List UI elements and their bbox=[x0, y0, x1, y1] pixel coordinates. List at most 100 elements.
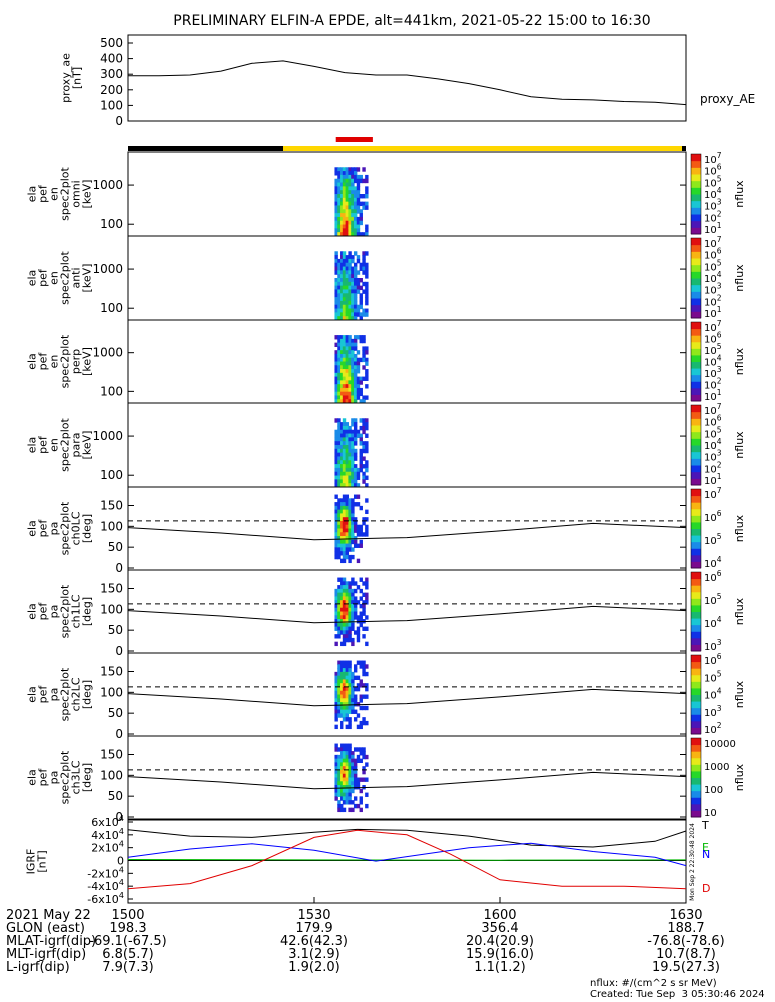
spectrogram-cell bbox=[334, 391, 338, 397]
spectrogram-cell bbox=[342, 209, 347, 214]
spectrogram-cell bbox=[362, 717, 366, 722]
spectrogram-cell bbox=[337, 554, 341, 560]
footer-cell: 6.8(5.7) bbox=[102, 947, 154, 962]
spectrogram-cell bbox=[334, 505, 338, 511]
spectrogram-cell bbox=[334, 554, 338, 560]
spectrogram-cell bbox=[337, 622, 341, 628]
spectrogram-cell bbox=[342, 479, 347, 484]
colorbar-tick-label: 106 bbox=[704, 652, 722, 667]
spectrogram-cell bbox=[337, 536, 341, 541]
spectrogram-cell bbox=[342, 281, 347, 287]
spectrogram-cell bbox=[356, 387, 361, 393]
colorbar-segment bbox=[691, 744, 701, 752]
spectrogram-cell bbox=[337, 596, 341, 601]
spectrogram-cell bbox=[345, 664, 350, 669]
colorbar-frame bbox=[690, 571, 702, 652]
spectrogram-cell bbox=[342, 194, 347, 199]
spectrogram-cell bbox=[342, 785, 347, 790]
colorbar-tick-label: 107 bbox=[704, 486, 722, 501]
spectrogram-cell bbox=[342, 220, 347, 226]
spectrogram-cell bbox=[342, 452, 347, 458]
y-tick-label: 100 bbox=[100, 602, 123, 616]
spectrogram-cell bbox=[359, 178, 363, 184]
spectrogram-cell bbox=[340, 668, 344, 673]
colorbar-segment bbox=[691, 284, 701, 292]
spectrogram-cell bbox=[353, 456, 358, 461]
spectrogram-cell bbox=[359, 456, 363, 461]
y-axis-label: proxy_ae[nT] bbox=[60, 53, 84, 103]
spectrogram-cell bbox=[342, 679, 347, 684]
spectrogram-cell bbox=[353, 502, 358, 507]
spectrogram-cell bbox=[365, 418, 369, 423]
spectrogram-cell bbox=[334, 603, 338, 609]
spectrogram-cell bbox=[345, 785, 350, 790]
spectrogram-cell bbox=[340, 751, 344, 756]
spectrogram-cell bbox=[351, 588, 355, 594]
colorbar-segment bbox=[691, 738, 701, 746]
colorbar-tick-label: 104 bbox=[704, 687, 722, 702]
spectrogram-cell bbox=[345, 372, 350, 378]
spectrogram-cell bbox=[337, 285, 341, 291]
spectrogram-cell bbox=[356, 429, 361, 435]
spectrogram-cell bbox=[362, 626, 366, 631]
spectrogram-cell bbox=[340, 796, 344, 801]
colorbar-tick-label: 102 bbox=[704, 209, 722, 224]
spectrogram-cell bbox=[342, 577, 347, 582]
day-bar bbox=[283, 146, 682, 151]
spectrogram-cell bbox=[345, 709, 350, 714]
spectrogram-cell bbox=[340, 807, 344, 813]
spectrogram-cell bbox=[340, 178, 344, 184]
spectrogram-cell bbox=[337, 228, 341, 233]
colorbar-tick-label: 103 bbox=[704, 638, 722, 653]
spectrogram-cell bbox=[362, 456, 366, 461]
colorbar-tick-label: 106 bbox=[704, 509, 722, 524]
spectrogram-cell bbox=[337, 182, 341, 187]
spectrogram-cell bbox=[359, 705, 363, 711]
spectrogram-cell bbox=[342, 505, 347, 511]
panel-background bbox=[128, 152, 686, 236]
spectrogram-cell bbox=[348, 304, 352, 310]
spectrogram-cell bbox=[351, 380, 355, 385]
spectrogram-cell bbox=[365, 509, 369, 515]
spectrogram-cell bbox=[348, 698, 352, 703]
spectrogram-cell bbox=[362, 399, 366, 404]
spectrogram-cell bbox=[359, 425, 363, 431]
spectrogram-cell bbox=[365, 615, 369, 620]
spectrogram-cell bbox=[365, 577, 369, 582]
panel-frame bbox=[127, 819, 687, 904]
spectrogram-cell bbox=[334, 201, 338, 207]
spectrogram-cell bbox=[334, 395, 338, 400]
footer-row-label: GLON (east) bbox=[6, 921, 85, 936]
spectrogram-cell bbox=[334, 308, 338, 313]
spectrogram-cell bbox=[365, 281, 369, 287]
spectrogram-cell bbox=[348, 588, 352, 594]
panel-background bbox=[128, 403, 686, 487]
colorbar-segment bbox=[691, 554, 701, 562]
spectrogram-cell bbox=[351, 452, 355, 458]
spectrogram-cell bbox=[348, 709, 352, 714]
spectrogram-cell bbox=[348, 312, 352, 317]
spectrogram-cell bbox=[340, 788, 344, 794]
spectrogram-cells bbox=[334, 660, 369, 730]
colorbar-label: nflux bbox=[733, 264, 746, 292]
spectrogram-cell bbox=[348, 781, 352, 786]
spectrogram-cell bbox=[340, 346, 344, 351]
colorbar-tick-label: 1000 bbox=[704, 762, 729, 773]
spectrogram-cell bbox=[342, 615, 347, 620]
spectrogram-cell bbox=[365, 524, 369, 530]
spectrogram-cell bbox=[359, 524, 363, 530]
spectrogram-cell bbox=[342, 558, 347, 564]
colorbar-segment bbox=[691, 508, 701, 516]
spectrogram-cell bbox=[353, 376, 358, 381]
spectrogram-cell bbox=[348, 603, 352, 609]
spectrogram-cell bbox=[334, 460, 338, 465]
y-tick-label: 100 bbox=[100, 98, 123, 112]
ylabel-line: [nT] bbox=[36, 850, 49, 872]
spectrogram-cell bbox=[351, 600, 355, 605]
spectrogram-cell bbox=[351, 266, 355, 271]
colorbar-label: nflux bbox=[733, 763, 746, 791]
